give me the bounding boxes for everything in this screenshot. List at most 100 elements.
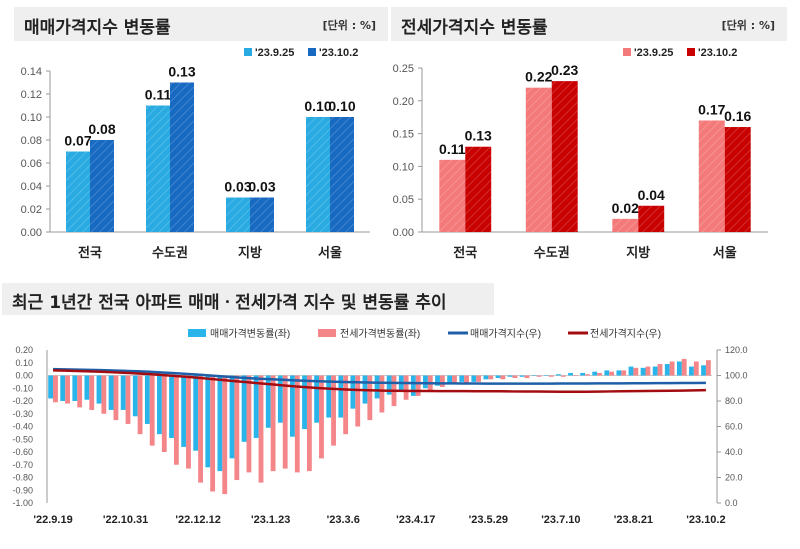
bar (101, 375, 107, 414)
right-tick-label: 40.0 (725, 447, 743, 457)
bar (326, 375, 332, 418)
data-label: 0.08 (88, 121, 115, 137)
right-tick-label: 120.0 (725, 345, 748, 355)
data-label: 0.11 (439, 141, 466, 157)
sale-chart-unit: [단위 : %] (322, 19, 376, 32)
right-tick-label: 20.0 (725, 473, 743, 483)
bar (229, 375, 235, 459)
bar (367, 375, 373, 421)
bar (120, 375, 126, 410)
bar (277, 375, 283, 423)
data-label: 0.10 (304, 98, 331, 114)
bar (355, 375, 361, 427)
category-label: 수도권 (534, 245, 570, 260)
bar (217, 375, 223, 472)
data-label: 0.22 (525, 69, 552, 85)
y-tick-label: 0.14 (21, 66, 42, 78)
bar (331, 375, 336, 446)
sale-chart-title: 매매가격지수 변동률 (24, 18, 171, 38)
bar (701, 365, 706, 376)
bar (681, 358, 687, 376)
left-tick-label: -0.60 (12, 447, 33, 457)
bar (507, 375, 513, 377)
legend-label: 매매가격지수(우) (470, 327, 541, 340)
bar (488, 375, 494, 380)
x-tick-label: '23.8.21 (614, 514, 653, 526)
bar (556, 374, 561, 376)
data-label: 0.13 (168, 64, 195, 80)
bar (548, 375, 554, 377)
bar-hatch (146, 105, 170, 232)
data-label: 0.16 (724, 108, 751, 124)
left-tick-label: 0.20 (15, 345, 33, 355)
bar-hatch (306, 117, 330, 232)
category-label: 전국 (453, 245, 477, 260)
bar (616, 370, 622, 376)
category-label: 서울 (713, 245, 737, 260)
bar-hatch (330, 117, 354, 232)
x-tick-label: '22.10.31 (103, 514, 148, 526)
legend-label: '23.9.25 (634, 47, 673, 59)
left-tick-label: -0.70 (12, 460, 33, 470)
bar (628, 366, 634, 376)
x-tick-label: '23.4.17 (396, 514, 435, 526)
bar (253, 375, 259, 438)
data-label: 0.23 (551, 62, 578, 78)
bar (459, 375, 465, 382)
y-tick-label: 0.00 (393, 227, 414, 239)
bar (640, 367, 646, 376)
bar (125, 375, 131, 424)
data-label: 0.03 (248, 179, 275, 195)
data-label: 0.13 (465, 128, 492, 144)
bar (108, 375, 114, 410)
bar (657, 364, 663, 376)
legend-swatch (318, 329, 336, 337)
bar (592, 371, 598, 376)
y-tick-label: 0.15 (393, 129, 414, 141)
bar (560, 375, 566, 377)
legend-swatch (244, 48, 252, 56)
bar (53, 375, 58, 403)
trend-chart-header: 최근 1년간 전국 아파트 매매ㆍ전세가격 지수 및 변동률 추이 (2, 283, 494, 315)
left-tick-label: -0.10 (12, 383, 33, 393)
bar-hatch (724, 127, 751, 232)
legend-swatch (308, 48, 316, 56)
bar (633, 367, 639, 376)
legend-label: 전세가격변동률(좌) (340, 327, 420, 340)
y-tick-label: 0.20 (393, 96, 414, 108)
legend-swatch (623, 48, 631, 56)
bar (483, 375, 489, 380)
bar (374, 375, 380, 399)
bar (604, 370, 610, 376)
bar (169, 375, 174, 438)
bar (439, 375, 445, 387)
x-tick-label: '22.9.19 (33, 514, 72, 526)
bar (645, 366, 651, 376)
y-tick-label: 0.00 (21, 227, 42, 239)
bar (476, 375, 482, 382)
bar (447, 375, 453, 385)
left-tick-label: -0.20 (12, 396, 33, 406)
bar (210, 375, 216, 492)
data-label: 0.07 (64, 133, 91, 149)
bar (676, 361, 682, 376)
left-tick-label: -0.80 (12, 473, 33, 483)
bar (186, 375, 191, 469)
bar (531, 375, 537, 376)
legend-label: '23.9.25 (255, 47, 294, 59)
x-tick-label: '23.1.23 (251, 514, 290, 526)
bar (132, 375, 138, 417)
left-tick-label: -0.30 (12, 409, 33, 419)
bar-hatch (66, 151, 90, 232)
bar (294, 375, 300, 473)
category-label: 지방 (238, 245, 262, 260)
bar (234, 375, 240, 481)
bar-hatch (551, 81, 578, 233)
bar (669, 361, 675, 376)
data-label: 0.11 (145, 87, 172, 103)
legend-swatch (687, 48, 695, 56)
bar (161, 375, 167, 452)
bar (270, 375, 276, 472)
data-label: 0.17 (698, 101, 725, 117)
